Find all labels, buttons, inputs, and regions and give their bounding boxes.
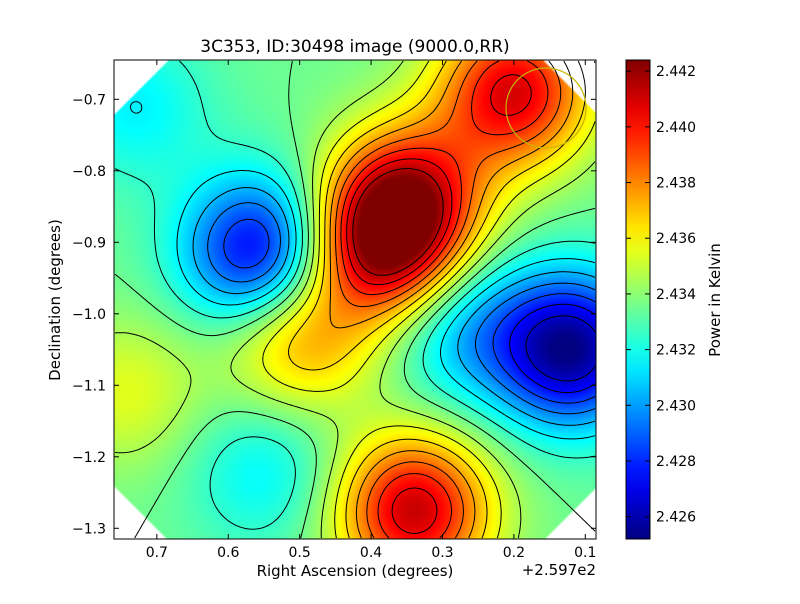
contour-line-14 <box>346 74 532 534</box>
x-tick-label: 0.7 <box>146 545 168 561</box>
beam-marker <box>505 67 587 149</box>
x-tick-label: 0.4 <box>360 545 382 561</box>
colorbar-tick-label: 2.434 <box>656 287 696 303</box>
x-tick-label: 0.1 <box>574 545 596 561</box>
contour-line-1 <box>509 303 596 393</box>
colorbar-ticks: 2.442 2.440 2.438 2.436 2.434 2.432 2.430 2.428… <box>626 64 696 526</box>
y-tick-label: −1.2 <box>72 450 106 466</box>
plot-frame <box>113 59 597 540</box>
contour-line-0 <box>525 315 596 382</box>
colorbar-tick-label: 2.428 <box>656 454 696 470</box>
colorbar <box>625 59 651 540</box>
contour-line-15 <box>352 168 444 276</box>
y-axis-label: Declination (degrees) <box>46 219 64 381</box>
heatmap-image <box>114 60 596 539</box>
contour-line-5 <box>129 101 596 440</box>
x-axis-label: Right Ascension (degrees) <box>257 562 454 580</box>
colorbar-tick-label: 2.442 <box>656 64 696 80</box>
contour-line-2 <box>223 218 596 404</box>
colorbar-tick-label: 2.438 <box>656 176 696 192</box>
x-axis-offset: +2.597e2 <box>522 561 596 579</box>
contour-line-12 <box>334 60 562 539</box>
colorbar-tick-label: 2.436 <box>656 231 696 247</box>
colorbar-label: Power in Kelvin <box>706 243 724 357</box>
colorbar-tick-label: 2.430 <box>656 398 696 414</box>
y-tick-label: −1.0 <box>72 307 106 323</box>
colorbar-tick-label: 2.426 <box>656 510 696 526</box>
contour-lines <box>114 60 596 539</box>
x-tick-label: 0.6 <box>217 545 239 561</box>
y-tick-label: −0.7 <box>72 92 106 108</box>
colorbar-tick-label: 2.440 <box>656 120 696 136</box>
contour-line-6 <box>114 60 596 530</box>
contour-line-13 <box>340 60 549 539</box>
x-tick-label: 0.3 <box>431 545 453 561</box>
x-tick-label: 0.2 <box>503 545 525 561</box>
y-tick-label: −0.9 <box>72 235 106 251</box>
contour-line-4 <box>192 187 596 426</box>
x-axis-ticks: 0.7 0.6 0.5 0.4 0.3 0.2 0.1 <box>146 60 596 561</box>
contour-line-8 <box>114 60 596 539</box>
contour-line-10 <box>288 60 586 539</box>
x-tick-label: 0.5 <box>289 545 311 561</box>
colorbar-tick-label: 2.432 <box>656 343 696 359</box>
chart-title: 3C353, ID:30498 image (9000.0,RR) <box>200 37 509 57</box>
y-tick-label: −0.8 <box>72 164 106 180</box>
contour-line-3 <box>207 202 596 415</box>
contour-line-11 <box>329 60 574 539</box>
y-tick-label: −1.3 <box>72 521 106 537</box>
contour-line-9 <box>262 60 596 539</box>
contour-line-7 <box>114 60 596 539</box>
y-tick-label: −1.1 <box>72 378 106 394</box>
y-axis-ticks: −0.7 −0.8 −0.9 −1.0 −1.1 −1.2 −1.3 <box>72 92 596 537</box>
